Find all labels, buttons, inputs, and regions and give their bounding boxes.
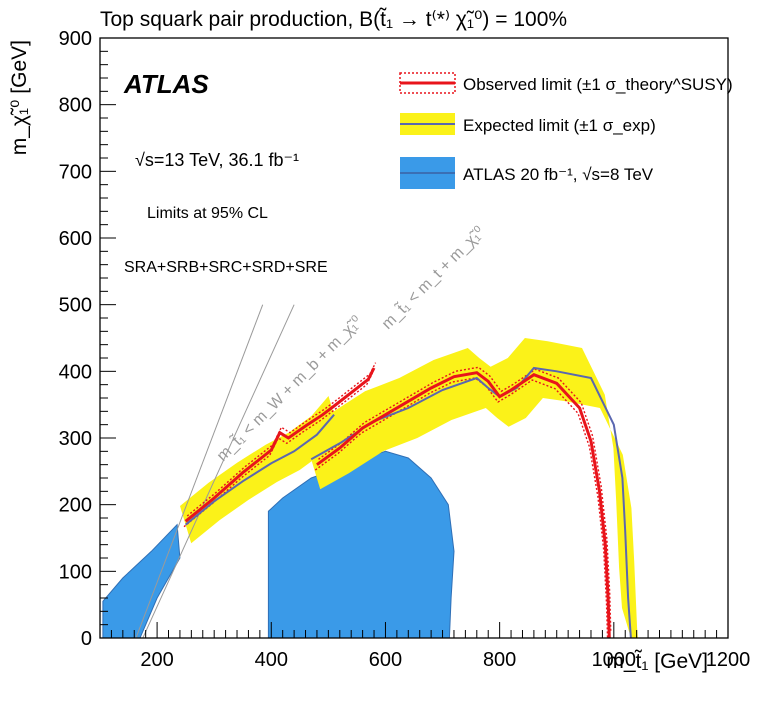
y-tick-label: 800 — [59, 95, 92, 117]
observed-plus-1sigma-upper — [186, 362, 377, 517]
axis-ticks: 200 400 600 800 1000 1200 0 100 200 300 400 500 600 7… — [59, 28, 751, 671]
y-tick-label: 500 — [59, 295, 92, 317]
legend-entry-8tev: ATLAS 20 fb⁻¹, √s=8 TeV — [400, 157, 654, 189]
observed-limit-line-upper — [184, 367, 376, 523]
observed-limit-line-lower — [316, 371, 611, 638]
legend: Observed limit (±1 σ_theory^SUSY) Expect… — [399, 72, 733, 189]
legend-entry-observed: Observed limit (±1 σ_theory^SUSY) — [399, 72, 733, 94]
limit-curves-layer — [183, 362, 632, 638]
y-tick-label: 900 — [59, 28, 92, 50]
y-tick-label: 100 — [59, 561, 92, 583]
atlas-label: ATLAS — [123, 69, 209, 99]
kinematic-lines-layer — [135, 304, 295, 638]
plot-area — [102, 304, 638, 638]
observed-minus-1sigma-lower — [314, 377, 609, 638]
kinematic-label-top: m_t̃₁ < m_t + m_χ̃₁⁰ — [377, 222, 488, 333]
observed-plus-1sigma-lower — [318, 366, 612, 633]
x-tick-label: 1000 — [592, 649, 637, 671]
x-tick-label: 400 — [255, 649, 288, 671]
x-tick-label: 200 — [140, 649, 173, 671]
cl-label: Limits at 95% CL — [147, 205, 268, 222]
legend-entry-expected: Expected limit (±1 σ_exp) — [400, 113, 656, 135]
y-tick-label: 300 — [59, 428, 92, 450]
signal-regions-label: SRA+SRB+SRC+SRD+SRE — [124, 259, 328, 276]
legend-label-expected: Expected limit (±1 σ_exp) — [463, 116, 656, 135]
plot-frame — [99, 37, 729, 639]
kinematic-line-wb — [135, 304, 264, 638]
y-tick-label: 0 — [81, 628, 92, 650]
observed-minus-1sigma-upper — [183, 372, 374, 528]
y-tick-label: 400 — [59, 361, 92, 383]
x-tick-label: 800 — [483, 649, 516, 671]
y-tick-label: 200 — [59, 495, 92, 517]
energy-lumi-label: √s=13 TeV, 36.1 fb⁻¹ — [135, 150, 299, 170]
x-axis-label: m_t̃₁ [GeV] — [606, 650, 708, 673]
y-tick-label: 700 — [59, 161, 92, 183]
y-axis-label: m_χ̃₁⁰ [GeV] — [8, 40, 31, 155]
atlas-8tev-region — [267, 450, 455, 638]
atlas-8tev-layer — [102, 450, 455, 638]
legend-label-8tev: ATLAS 20 fb⁻¹, √s=8 TeV — [463, 165, 654, 184]
legend-label-observed: Observed limit (±1 σ_theory^SUSY) — [463, 75, 733, 94]
y-tick-label: 600 — [59, 228, 92, 250]
x-tick-label: 600 — [369, 649, 402, 671]
expected-limit-line-lower — [310, 366, 632, 638]
x-tick-label: 1200 — [706, 649, 751, 671]
kinematic-line-top — [142, 304, 295, 638]
chart-title: Top squark pair production, B(t̃₁ → t⁽*⁾… — [100, 8, 567, 31]
expected-limit-line-upper — [184, 414, 335, 526]
atlas-8tev-region-low — [102, 523, 181, 638]
